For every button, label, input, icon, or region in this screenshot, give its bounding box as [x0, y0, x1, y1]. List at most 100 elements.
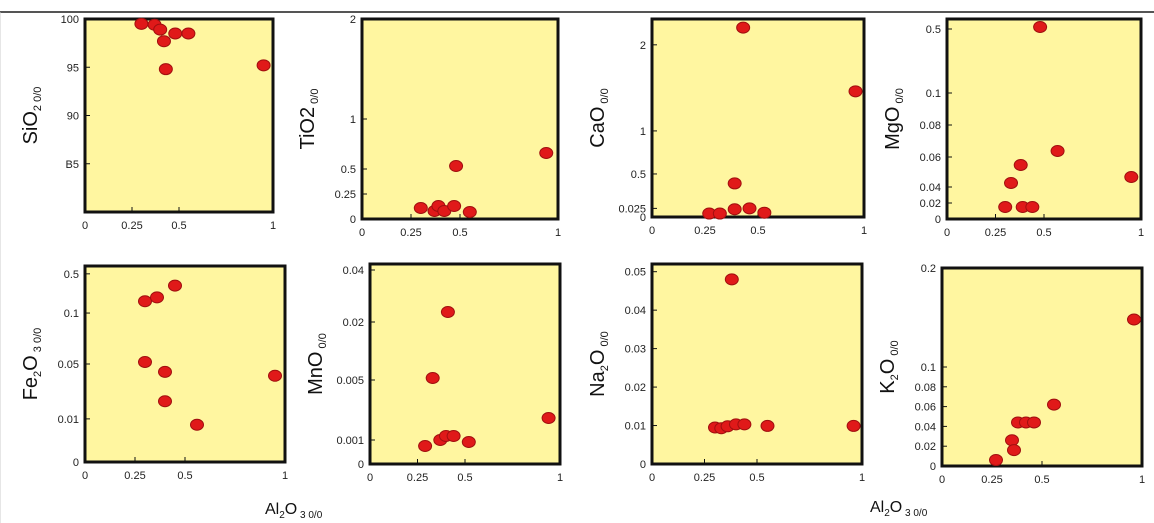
fe2o3-x-tick-label: 1: [282, 470, 288, 482]
na2o-y-tick-label: 0.02: [625, 382, 646, 394]
mno-y-tick-label: 0.001: [336, 435, 364, 447]
tio2-plot-area: [360, 17, 560, 221]
mgo-data-point: [1124, 171, 1139, 183]
mno-panel: 0.04 0.02 0.005 0.001 00 0.25 0.5 1 MnO 0/0: [305, 262, 563, 484]
fe2o3-y-tick-label: 0.5: [64, 269, 79, 281]
tio2-data-point: [447, 200, 462, 212]
mno-data-point: [541, 412, 556, 424]
mgo-y-tick-label: 0.06: [920, 152, 941, 164]
mgo-y-axis-label: MgO 0/0: [882, 88, 906, 150]
sio2-panel: 100 95 90 B5 0 0.25 0.5 1 SiO2 0/0: [20, 14, 276, 232]
tio2-y-tick-label: 0: [350, 214, 356, 226]
mgo-y-tick-label: 0.04: [920, 182, 941, 194]
tio2-data-point: [539, 147, 554, 159]
fe2o3-y-tick-label: 0.1: [64, 308, 79, 320]
fe2o3-data-point: [158, 395, 172, 408]
fe2o3-x-tick-label: 0: [82, 470, 88, 482]
cao-x-tick-label: 0: [649, 225, 655, 237]
k2o-data-point: [1005, 434, 1019, 447]
k2o-y-tick-label: 0.04: [915, 421, 936, 433]
cao-x-tick-label: 1: [861, 225, 867, 237]
na2o-y-tick-label: 0.04: [625, 305, 646, 317]
tio2-x-tick-label: 0.5: [452, 227, 467, 239]
sio2-x-tick-label: 0: [82, 220, 88, 232]
mno-x-tick-label: 0.25: [407, 472, 428, 484]
sio2-x-tick-label: 0.25: [121, 220, 142, 232]
mno-y-tick-label: 0.04: [343, 265, 364, 277]
tio2-data-point: [462, 206, 477, 218]
mgo-y-tick-label: 0.08: [920, 120, 941, 132]
fe2o3-data-point: [150, 291, 164, 304]
mgo-x-tick-label: 0.5: [1036, 227, 1051, 239]
cao-data-point: [742, 202, 757, 215]
k2o-panel: 0.2 0.1 0.08 0.06 0.04 0.02 00 0.25 0.5 1 K2O 0/0: [877, 263, 1145, 486]
sio2-y-tick-label: B5: [66, 159, 79, 171]
sio2-data-point: [158, 63, 173, 76]
na2o-y-axis-label: Na2O 0/0: [587, 331, 611, 397]
mgo-y-tick-label: 0.02: [920, 198, 941, 210]
x-axis-label-right: Al2O 3 0/0: [870, 499, 928, 519]
fe2o3-y-tick-label: 0: [73, 457, 79, 469]
fe2o3-data-point: [168, 279, 182, 292]
mgo-y-tick-label: 0.5: [926, 24, 941, 36]
na2o-x-tick-label: 0: [649, 472, 655, 484]
mno-data-point: [418, 440, 433, 452]
sio2-data-point: [134, 17, 149, 30]
fe2o3-data-point: [268, 369, 282, 382]
tio2-panel: 2 1 0.5 0.25 00 0.25 0.5 1 TiO2 0/0: [297, 14, 561, 239]
fe2o3-y-tick-label: 0.05: [58, 359, 79, 371]
mgo-x-tick-label: 0.25: [985, 227, 1006, 239]
k2o-x-tick-label: 0.5: [1034, 474, 1049, 486]
mno-x-tick-label: 0.5: [457, 472, 472, 484]
mno-data-point: [440, 306, 455, 318]
k2o-data-point: [989, 454, 1003, 467]
na2o-panel: 0.05 0.04 0.03 0.02 0.01 00 0.25 0.5 1 Na2O 0/0: [587, 262, 865, 484]
na2o-y-tick-label: 0.05: [625, 267, 646, 279]
tio2-data-point: [449, 160, 464, 172]
mno-y-tick-label: 0.005: [336, 375, 364, 387]
fe2o3-x-tick-label: 0.5: [177, 470, 192, 482]
fe2o3-panel: 0.5 0.1 0.05 0.01 00 0.25 0.5 1 Fe2O 3 0/0: [20, 264, 288, 482]
cao-x-tick-label: 0.25: [694, 225, 715, 237]
k2o-y-tick-label: 0: [930, 461, 936, 473]
sio2-y-axis-label: SiO2 0/0: [20, 87, 44, 145]
mno-y-axis-label: MnO 0/0: [305, 333, 329, 395]
cao-x-tick-label: 0.5: [750, 225, 765, 237]
tio2-data-point: [413, 202, 428, 214]
fe2o3-y-tick-label: 0.01: [58, 414, 79, 426]
fe2o3-data-point: [158, 365, 172, 378]
k2o-plot-area: [940, 266, 1144, 468]
sio2-y-tick-label: 100: [61, 14, 79, 26]
tio2-x-tick-label: 1: [555, 227, 561, 239]
fe2o3-data-point: [138, 295, 152, 308]
k2o-y-tick-label: 0.2: [921, 263, 936, 275]
sio2-data-point: [153, 23, 168, 36]
k2o-data-point: [1047, 398, 1061, 411]
na2o-plot-area: [650, 262, 864, 466]
mno-x-tick-label: 0: [367, 472, 373, 484]
cao-data-point: [712, 207, 727, 220]
na2o-data-point: [760, 419, 775, 432]
sio2-data-point: [168, 27, 183, 40]
cao-y-tick-label: 0.025: [618, 203, 646, 215]
sio2-plot-area: [83, 17, 275, 214]
k2o-y-tick-label: 0.08: [915, 382, 936, 394]
k2o-x-tick-label: 0.25: [981, 474, 1002, 486]
sio2-data-point: [181, 27, 196, 40]
mgo-x-tick-label: 0: [944, 227, 950, 239]
fe2o3-data-point: [190, 418, 204, 431]
sio2-y-tick-label: 90: [67, 111, 79, 123]
mgo-data-point: [998, 201, 1013, 213]
mgo-data-point: [1013, 159, 1028, 171]
mgo-x-tick-label: 1: [1138, 227, 1144, 239]
mno-data-point: [446, 430, 461, 442]
tio2-y-tick-label: 1: [350, 114, 356, 126]
k2o-x-tick-label: 0: [939, 474, 945, 486]
cao-y-tick-label: 0.5: [631, 169, 646, 181]
na2o-data-point: [724, 273, 739, 286]
mgo-data-point: [1033, 21, 1048, 33]
fe2o3-plot-area: [83, 264, 287, 464]
cao-data-point: [727, 177, 742, 190]
na2o-x-tick-label: 0.5: [749, 472, 764, 484]
